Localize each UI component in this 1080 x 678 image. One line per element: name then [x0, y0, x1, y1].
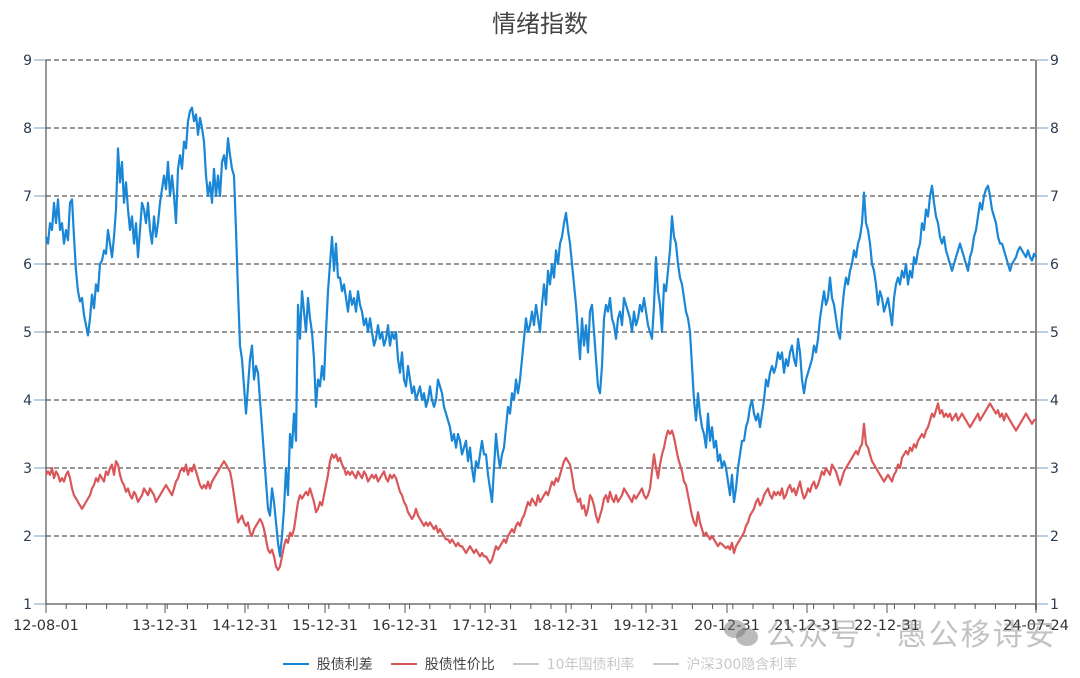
legend-swatch-ratio-icon [390, 663, 417, 665]
chart-title: 情绪指数 [492, 10, 588, 38]
x-tick-label: 14-12-31 [212, 618, 278, 634]
series-lines [44, 106, 1037, 572]
x-tick-label: 15-12-31 [292, 618, 358, 634]
legend-item-10y-bond[interactable]: 10年国债利率 [512, 654, 635, 674]
legend-label: 股债性价比 [424, 657, 495, 673]
y2-tick-label: 9 [1050, 53, 1059, 69]
watermark: 公众号 · 愚公移诗安 [724, 610, 1057, 654]
legend-item-ratio[interactable]: 股债性价比 [390, 654, 495, 674]
axes: 1 1 2 2 3 3 4 4 5 5 6 6 7 7 8 8 9 9 12-08-01 13-12-31 14-12-… [13, 53, 1069, 634]
x-tick-label: 18-12-31 [533, 618, 599, 634]
legend-swatch-spread-icon [282, 663, 309, 665]
y2-tick-label: 1 [1050, 597, 1059, 613]
y2-tick-label: 7 [1050, 189, 1059, 205]
y2-tick-label: 3 [1050, 461, 1059, 477]
legend-label: 沪深300隐含利率 [686, 657, 798, 673]
y-tick-label: 5 [23, 325, 32, 341]
watermark-text: 公众号 · 愚公移诗安 [766, 618, 1057, 653]
x-tick-label: 19-12-31 [613, 618, 679, 634]
y-tick-label: 3 [23, 461, 32, 477]
legend-swatch-hs300-implied-icon [652, 663, 679, 665]
x-tick-label: 22-12-31 [854, 618, 920, 634]
legend-item-hs300-implied[interactable]: 沪深300隐含利率 [652, 654, 798, 674]
series-line [44, 106, 1037, 558]
y-tick-label: 9 [23, 53, 32, 69]
y2-tick-label: 2 [1050, 529, 1059, 545]
x-tick-label: 16-12-31 [372, 618, 438, 634]
legend-label: 10年国债利率 [546, 657, 635, 673]
y2-tick-label: 5 [1050, 325, 1059, 341]
x-tick-label: 13-12-31 [132, 618, 198, 634]
y2-tick-label: 6 [1050, 257, 1059, 273]
y-tick-label: 1 [23, 597, 32, 613]
legend-label: 股债利差 [316, 657, 373, 673]
y-tick-label: 6 [23, 257, 32, 273]
y-tick-label: 7 [23, 189, 32, 205]
x-tick-label: 24-07-24 [1003, 618, 1069, 634]
legend-swatch-10y-bond-icon [512, 663, 539, 665]
x-tick-label: 17-12-31 [452, 618, 518, 634]
y2-tick-label: 8 [1050, 121, 1059, 137]
x-tick-label: 21-12-31 [774, 618, 840, 634]
y-tick-label: 2 [23, 529, 32, 545]
x-tick-label: 12-08-01 [13, 618, 79, 634]
series-line [45, 402, 1037, 572]
chart-legend: 股债利差 股债性价比 10年国债利率 沪深300隐含利率 [0, 654, 1080, 674]
legend-item-spread[interactable]: 股债利差 [282, 654, 373, 674]
y-tick-label: 4 [23, 393, 32, 409]
y-tick-label: 8 [23, 121, 32, 137]
wechat-icon [724, 618, 758, 646]
y2-tick-label: 4 [1050, 393, 1059, 409]
